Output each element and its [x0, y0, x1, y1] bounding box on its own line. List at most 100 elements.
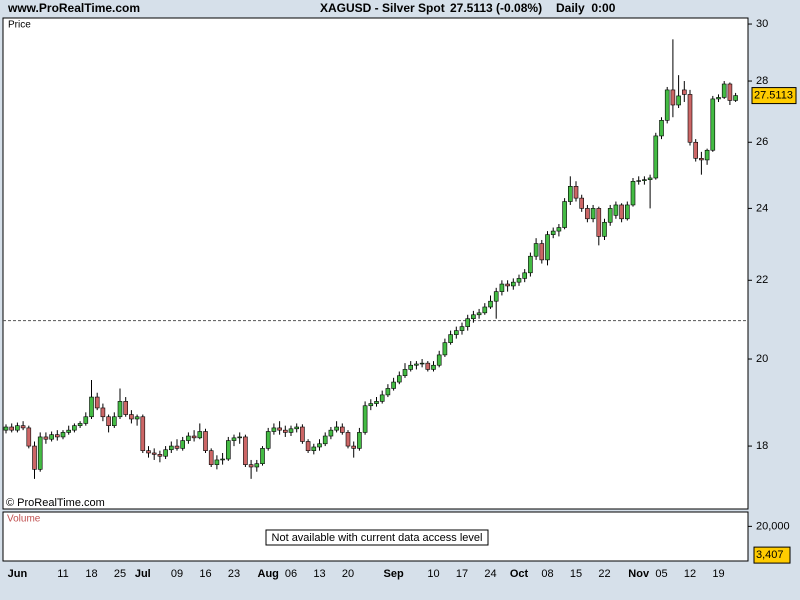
- volume-tick-label: 20,000: [756, 520, 790, 532]
- candle-body: [191, 435, 197, 439]
- candle-body: [693, 141, 699, 159]
- candle-body: [317, 443, 322, 448]
- candle-body: [391, 381, 396, 389]
- candle-body: [180, 440, 185, 449]
- candle-body: [567, 186, 573, 202]
- candle-body: [539, 243, 545, 261]
- candle-body: [562, 201, 567, 228]
- candle-body: [556, 227, 562, 232]
- candle-body: [624, 204, 630, 220]
- candle-body: [3, 426, 9, 431]
- candle-body: [186, 435, 191, 441]
- candle-body: [471, 314, 476, 320]
- candle-body: [664, 89, 670, 121]
- candle-body: [545, 234, 550, 261]
- candle-body: [43, 436, 49, 440]
- x-tick-label: 08: [541, 568, 553, 580]
- y-tick-label: 24: [756, 202, 768, 214]
- instrument: XAGUSD - Silver Spot: [320, 1, 445, 15]
- candle-body: [54, 434, 60, 438]
- candle-body: [277, 427, 282, 431]
- candle-body: [20, 425, 26, 429]
- x-tick-label: 06: [285, 568, 297, 580]
- x-tick-label: 20: [342, 568, 354, 580]
- x-tick-label: Jun: [8, 568, 28, 580]
- x-tick-label: 12: [684, 568, 696, 580]
- candle-body: [294, 426, 300, 430]
- site-label: www.ProRealTime.com: [7, 1, 140, 15]
- candle-body: [339, 426, 345, 433]
- candle-body: [37, 436, 43, 470]
- candle-body: [300, 426, 305, 442]
- y-tick-label: 20: [756, 353, 768, 365]
- candle-body: [607, 208, 613, 223]
- x-tick-label: 18: [85, 568, 97, 580]
- x-tick-label: 15: [570, 568, 582, 580]
- candle-body: [208, 450, 214, 465]
- candle-body: [334, 426, 339, 431]
- candle-body: [362, 405, 368, 433]
- candle-body: [636, 180, 642, 182]
- candle-body: [465, 318, 471, 327]
- candle-body: [476, 312, 482, 316]
- panel-label: Price: [8, 20, 31, 31]
- candle-body: [385, 388, 391, 396]
- candle-body: [311, 446, 317, 451]
- candle-body: [733, 95, 738, 101]
- volume-tag-box: [753, 546, 791, 564]
- candle-body: [357, 432, 362, 449]
- candle-body: [77, 423, 83, 426]
- candle-body: [585, 208, 590, 220]
- candle-body: [516, 278, 522, 283]
- y-tick-label: 28: [756, 75, 768, 87]
- candle-body: [322, 435, 328, 445]
- candle-body: [288, 428, 294, 433]
- x-tick-label: Nov: [628, 568, 650, 580]
- candle-body: [727, 83, 733, 101]
- x-tick-label: 22: [598, 568, 610, 580]
- candle-body: [271, 427, 277, 432]
- candle-body: [328, 429, 334, 437]
- candle-body: [49, 434, 54, 440]
- candle-body: [123, 401, 128, 415]
- candle-body: [220, 458, 225, 461]
- candle-body: [106, 416, 111, 426]
- candle-body: [431, 364, 436, 370]
- candle-body: [408, 364, 414, 370]
- candle-body: [602, 221, 607, 237]
- x-tick-label: 16: [199, 568, 211, 580]
- candle-body: [129, 414, 134, 420]
- candle-body: [448, 334, 453, 343]
- candle-body: [704, 149, 710, 161]
- x-tick-label: 13: [313, 568, 325, 580]
- candle-body: [72, 425, 77, 431]
- x-tick-label: Aug: [258, 568, 279, 580]
- candle-body: [345, 432, 351, 447]
- x-tick-label: 19: [712, 568, 724, 580]
- candle-body: [630, 181, 636, 206]
- candle-body: [510, 281, 516, 287]
- price-tag: 27.5113: [754, 89, 793, 101]
- candle-body: [482, 306, 488, 314]
- candle-body: [83, 416, 89, 424]
- candle-body: [60, 432, 66, 438]
- candle-body: [676, 95, 681, 106]
- x-tick-label: Sep: [384, 568, 404, 580]
- candle-body: [351, 445, 357, 449]
- candle-body: [613, 204, 619, 216]
- y-tick-label: 22: [756, 274, 768, 286]
- x-tick-label: 11: [57, 568, 68, 580]
- candle-body: [687, 94, 693, 143]
- y-tick-label: 26: [756, 136, 768, 148]
- candle-body: [9, 426, 14, 431]
- candle-body: [379, 394, 385, 402]
- candle-body: [282, 429, 288, 433]
- candle-body: [237, 436, 242, 439]
- candle-body: [721, 83, 727, 98]
- copyright: © ProRealTime.com: [6, 497, 105, 509]
- candle-body: [112, 416, 117, 426]
- candle-body: [169, 445, 174, 451]
- x-tick-label: 09: [171, 568, 183, 580]
- candle-body: [396, 375, 402, 383]
- candle-body: [533, 243, 539, 257]
